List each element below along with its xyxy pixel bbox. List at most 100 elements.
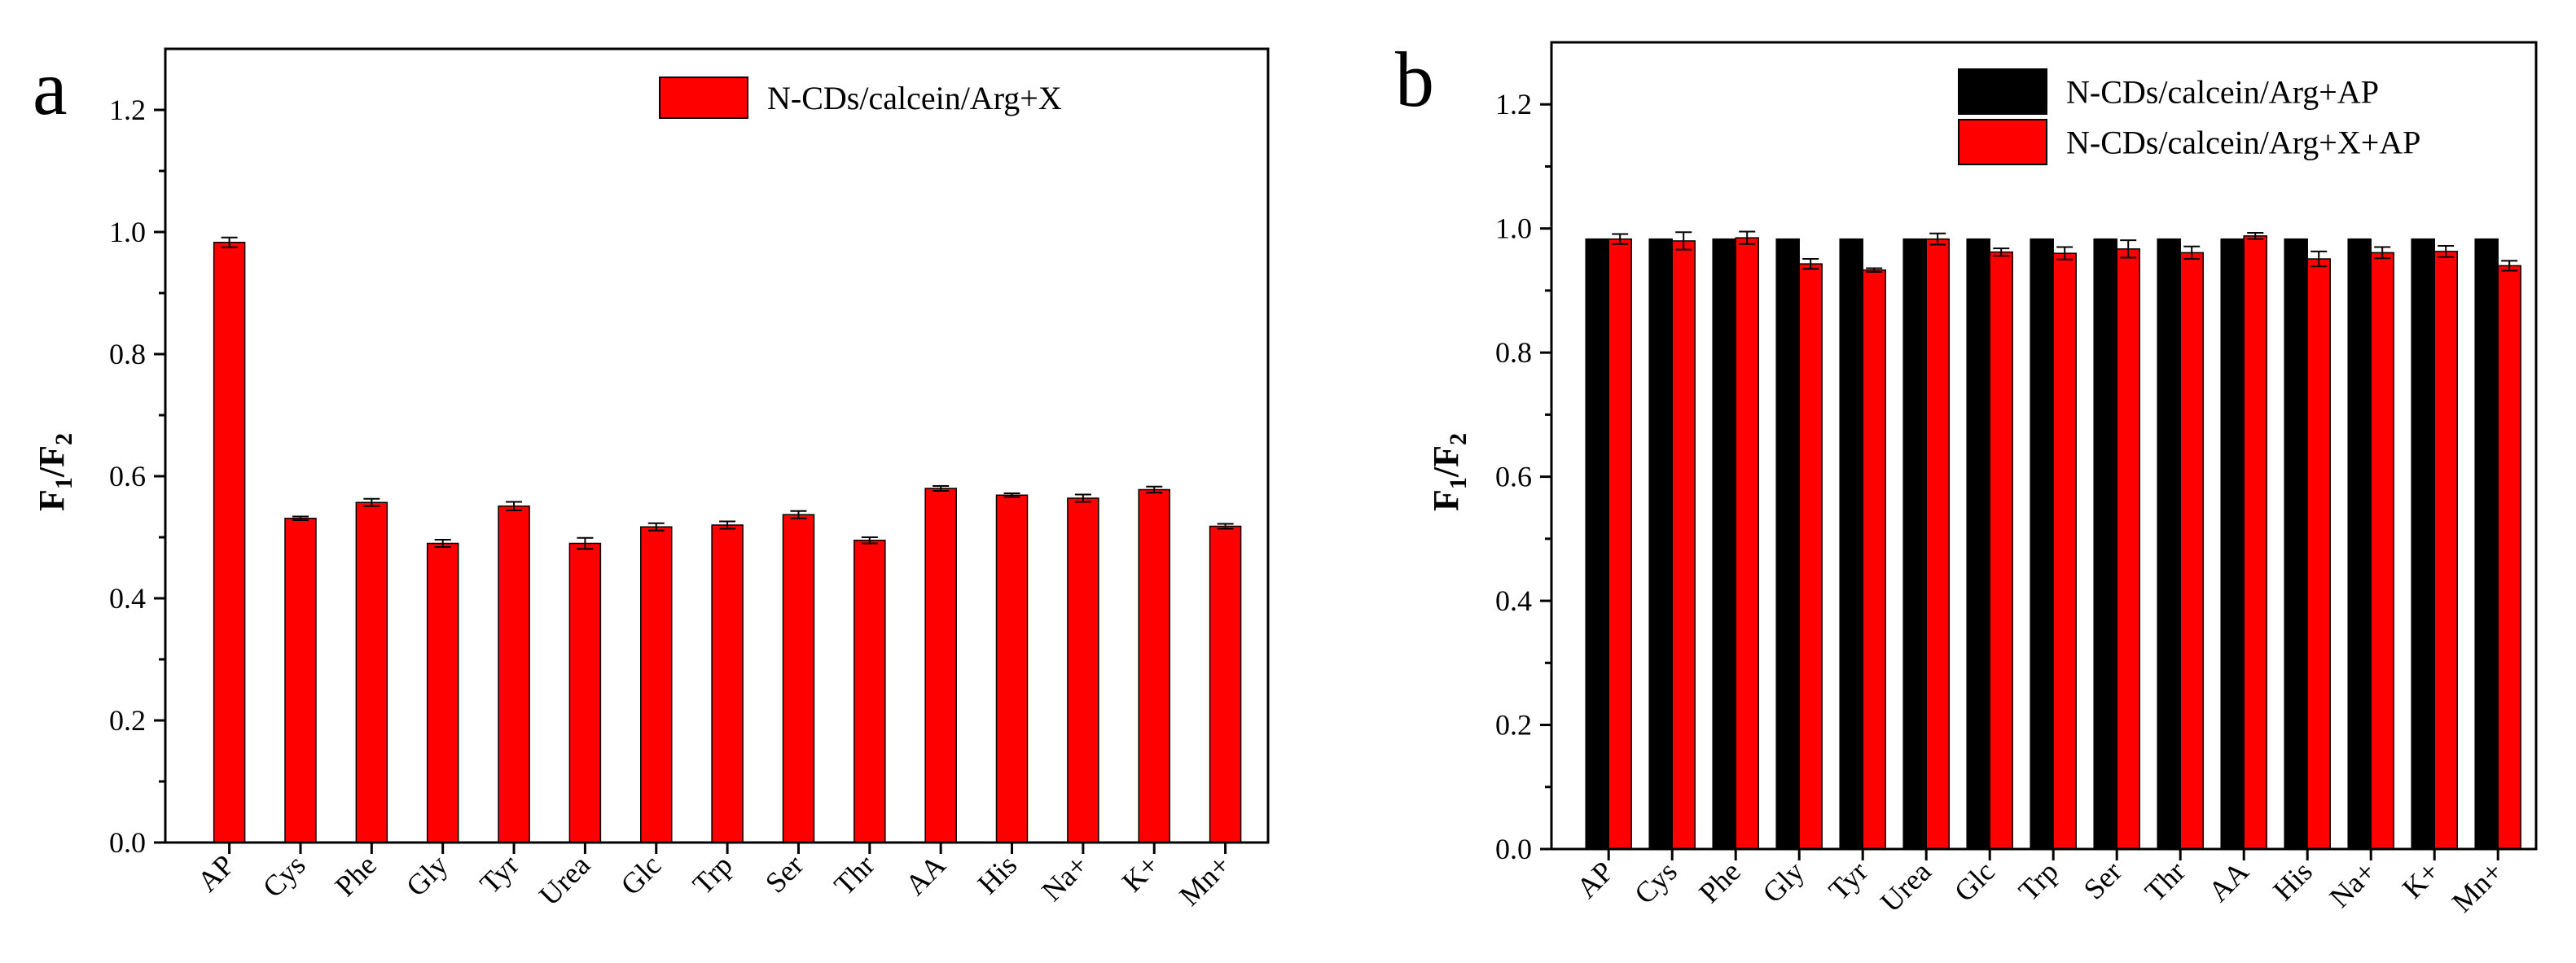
- panel-b-bar-ap-s1: [1608, 238, 1632, 850]
- panel-b-bar-urea-s0: [1902, 238, 1927, 850]
- panel-a-xtick-label: AP: [191, 848, 240, 898]
- panel-b-bar-tyr-s1: [1862, 269, 1886, 850]
- panel-b-x-axis: AP Cys Phe Gly Tyr Urea Glc Trp Ser Thr AA His Na+ K+…: [1570, 849, 2509, 918]
- panel-b-xtick-label: AA: [2202, 855, 2255, 908]
- panel-b-ytick-label: 0.0: [1495, 833, 1532, 865]
- panel-a-legend: N-CDs/calcein/Arg+X: [659, 77, 1062, 119]
- panel-b-bar-kplus-s0: [2411, 238, 2435, 850]
- panel-a-y-axis: 0.0 0.2 0.4 0.6 0.8 1.0 1.2: [109, 94, 165, 859]
- panel-a-bar-ap-s0: [213, 242, 246, 843]
- panel-a-bar-his-s0: [995, 494, 1029, 843]
- panel-b-bar-phe-s0: [1712, 238, 1736, 850]
- panel-a-ytick-label: 0.2: [109, 704, 146, 737]
- panel-b-errorbar: [2501, 260, 2518, 272]
- panel-b-xtick-label: Glc: [1948, 855, 2001, 908]
- panel-b-errorbar: [1993, 247, 2010, 257]
- panel-b-errorbar: [2056, 246, 2074, 260]
- panel-b-xtick-label: His: [2267, 855, 2319, 907]
- panel-a-bar-naplus-s0: [1067, 497, 1099, 843]
- panel-a-bar-gly-s0: [426, 542, 459, 843]
- panel-a-bar-urea-s0: [568, 542, 602, 843]
- panel-b-bar-thr-s1: [2179, 252, 2204, 850]
- panel-a-ytick-label: 0.8: [109, 338, 146, 370]
- panel-a-bar-aa-s0: [924, 488, 957, 843]
- panel-a-errorbar: [1003, 492, 1020, 498]
- panel-a-xtick-label: Na+: [1035, 848, 1094, 907]
- panel-b-bar-mnplus-s1: [2497, 265, 2521, 850]
- panel-a-errorbar: [577, 536, 594, 550]
- panel-a-xtick-label: Phe: [329, 848, 383, 902]
- panel-b-xtick-label: Ser: [2078, 855, 2128, 905]
- panel-b-errorbar: [1866, 267, 1883, 274]
- panel-b-errorbar: [2183, 245, 2201, 260]
- panel-b-legend-swatch-0: [1958, 68, 2047, 115]
- panel-b-bar-glc-s0: [1966, 238, 1990, 850]
- panel-a-ylabel-main: F: [32, 489, 72, 511]
- panel-a-bar-ser-s0: [782, 514, 815, 843]
- panel-b-xtick-label: Mn+: [2446, 855, 2509, 918]
- panel-b-legend-label-0: N-CDs/calcein/Arg+AP: [2066, 74, 2379, 111]
- panel-a-errorbar: [434, 539, 451, 548]
- panel-a-xtick-label: AA: [899, 848, 952, 901]
- panel-b-ylabel-sep: /F: [1426, 445, 1466, 478]
- panel-a-chart: a F1/F2 0.0 0.2 0.4 0.6 0.8 1.0 1.2 AP Cys Phe Gl…: [32, 44, 1270, 912]
- panel-b-errorbar: [1802, 258, 1819, 270]
- panel-b-xtick-label: Phe: [1692, 855, 1746, 908]
- panel-b-bar-cys-s0: [1648, 238, 1673, 850]
- panel-a-bar-mnplus-s0: [1209, 525, 1242, 843]
- panel-a-xtick-label: Gly: [400, 848, 454, 902]
- panel-a-ylabel-sub2: 2: [50, 433, 77, 445]
- panel-a-legend-swatch-0: [659, 77, 748, 119]
- panel-b-bar-gly-s0: [1775, 238, 1800, 850]
- panel-a-bar-glc-s0: [639, 526, 673, 843]
- panel-a-errorbar: [1074, 493, 1091, 503]
- panel-b-xtick-label: Thr: [2139, 855, 2192, 908]
- panel-a-xtick-label: Cys: [257, 848, 312, 904]
- panel-a-errorbar: [292, 515, 309, 521]
- panel-b-xtick-label: Cys: [1628, 855, 1683, 910]
- panel-b-bar-naplus-s1: [2370, 252, 2394, 850]
- panel-a-bar-tyr-s0: [498, 506, 530, 843]
- panel-a-ytick-label: 0.4: [109, 582, 146, 615]
- panel-b-bar-naplus-s0: [2347, 238, 2372, 850]
- panel-a-bar-phe-s0: [355, 501, 388, 843]
- panel-a-bars: [213, 236, 1242, 843]
- panel-b-ytick-label: 0.8: [1495, 336, 1532, 369]
- panel-b-y-axis: 0.0 0.2 0.4 0.6 0.8 1.0 1.2: [1495, 88, 1551, 865]
- panel-a-xtick-label: His: [972, 848, 1024, 900]
- panel-b-ytick-label: 1.0: [1495, 212, 1532, 245]
- panel-b-xtick-label: Gly: [1756, 855, 1810, 908]
- panel-b-xtick-label: K+: [2396, 855, 2446, 904]
- panel-b-ytick-label: 0.2: [1495, 709, 1532, 742]
- panel-b-ytick-label: 0.6: [1495, 461, 1532, 493]
- panel-b-xtick-label: Tyr: [1823, 855, 1874, 906]
- panel-b-ytick-label: 0.4: [1495, 584, 1532, 617]
- panel-a-legend-label-0: N-CDs/calcein/Arg+X: [767, 80, 1062, 116]
- panel-a-x-axis: AP Cys Phe Gly Tyr Urea Glc Trp Ser Thr AA His Na+ K+…: [191, 843, 1236, 912]
- panel-b-bar-ser-s1: [2116, 248, 2140, 850]
- panel-b-label: b: [1395, 36, 1434, 123]
- panel-b-bar-phe-s1: [1735, 237, 1759, 850]
- panel-b-errorbar: [2120, 239, 2137, 259]
- panel-b-legend-label-1: N-CDs/calcein/Arg+X+AP: [2066, 125, 2420, 161]
- panel-a-errorbar: [363, 497, 380, 507]
- panel-b-ylabel: F1/F2: [1426, 433, 1472, 511]
- panel-b-legend: N-CDs/calcein/Arg+AP N-CDs/calcein/Arg+X…: [1958, 68, 2420, 165]
- panel-b-bar-thr-s0: [2157, 238, 2181, 850]
- panel-b-errorbar: [2374, 246, 2391, 260]
- panel-a-ytick-label: 0.6: [109, 460, 146, 492]
- panel-b-bar-aa-s0: [2220, 238, 2245, 850]
- panel-a-label: a: [33, 44, 68, 131]
- panel-b-bar-ser-s0: [2093, 238, 2117, 850]
- panel-a-bar-kplus-s0: [1138, 488, 1170, 843]
- panel-a-errorbar: [1146, 485, 1163, 494]
- panel-a-bar-thr-s0: [854, 540, 886, 843]
- panel-a-xtick-label: Urea: [533, 848, 596, 912]
- panel-a-ytick-label: 1.0: [109, 216, 146, 248]
- panel-b-legend-swatch-1: [1958, 119, 2047, 165]
- panel-a-errorbar: [1217, 523, 1234, 530]
- panel-b-errorbar: [2438, 245, 2455, 258]
- panel-b-bar-trp-s1: [2052, 252, 2077, 850]
- panel-a-errorbar: [933, 485, 950, 492]
- panel-b-xtick-label: AP: [1570, 855, 1620, 904]
